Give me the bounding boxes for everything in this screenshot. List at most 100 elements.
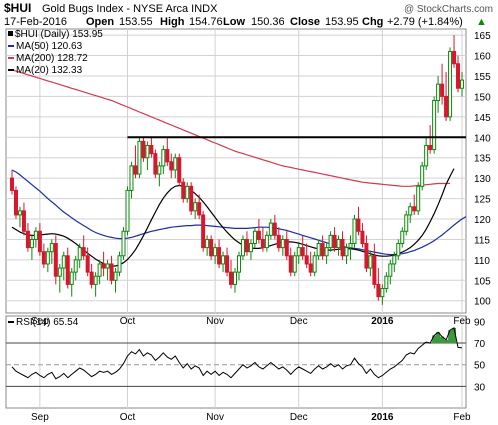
- candle: [424, 137, 429, 170]
- candle-body: [288, 255, 293, 273]
- candle: [344, 243, 349, 264]
- candle-body: [133, 165, 138, 175]
- candle: [276, 227, 281, 252]
- price-y-axis: 100 105 110 115 120 125 130 135 140 145 150 155 160 1…: [474, 31, 491, 308]
- candle: [205, 235, 210, 256]
- candle-body: [244, 238, 249, 253]
- candle: [316, 239, 321, 260]
- candle: [380, 284, 385, 305]
- candle-body: [436, 83, 441, 102]
- candle-body: [408, 206, 413, 216]
- high-label: High: [160, 16, 185, 28]
- symbol-label: $HUI: [4, 1, 31, 15]
- candle: [336, 235, 341, 256]
- candle: [225, 247, 230, 277]
- chg-up-arrow-icon: ▲: [476, 16, 487, 28]
- candle-body: [81, 247, 86, 257]
- candle: [201, 210, 206, 252]
- candle: [169, 153, 174, 179]
- candle: [452, 35, 457, 68]
- candle-body: [165, 149, 170, 163]
- candle-body: [153, 153, 158, 175]
- legend-ma200: MA(200) 128.72: [16, 53, 88, 64]
- candle: [61, 251, 66, 281]
- candle: [436, 75, 441, 113]
- rsi-legend: RSI(14) 65.54: [8, 317, 79, 328]
- candle-body: [10, 177, 14, 191]
- rsi-series: [11, 327, 463, 380]
- candle: [29, 235, 34, 260]
- candle-body: [53, 243, 58, 277]
- ma50-line: [11, 169, 467, 256]
- candle: [392, 251, 397, 273]
- candle: [65, 247, 70, 289]
- candle: [89, 263, 94, 289]
- candle: [248, 239, 253, 260]
- candle-body: [201, 214, 206, 249]
- candle-body: [185, 185, 190, 200]
- price-x-tick-label: Oct: [120, 316, 136, 327]
- candle-body: [121, 230, 126, 257]
- candle-body: [292, 255, 297, 273]
- rsi-y-tick-label: 90: [474, 317, 486, 328]
- candle: [460, 71, 464, 97]
- close-value: 153.95: [325, 16, 359, 28]
- open-label: Open: [86, 16, 114, 28]
- candle: [93, 272, 98, 297]
- candle-body: [312, 255, 317, 273]
- price-y-tick-label: 110: [474, 256, 490, 267]
- candle-body: [456, 63, 461, 89]
- candle: [161, 145, 166, 175]
- rsi-y-tick-label: 70: [474, 339, 486, 350]
- candle-body: [101, 263, 106, 269]
- candle-body: [404, 214, 409, 232]
- price-x-tick-label: Feb: [453, 316, 471, 327]
- candle: [17, 206, 22, 228]
- candle-body: [21, 210, 26, 232]
- candle: [197, 194, 202, 220]
- candle: [404, 210, 409, 236]
- price-x-tick-label: Dec: [290, 316, 308, 327]
- candle-body: [360, 230, 365, 245]
- candle-body: [25, 230, 30, 249]
- candle: [97, 259, 102, 285]
- candle-body: [213, 247, 218, 257]
- candle-body: [324, 247, 329, 257]
- candle: [45, 247, 50, 273]
- candle: [217, 239, 222, 269]
- rsi-x-tick-label: Sep: [31, 412, 49, 423]
- candle: [396, 239, 401, 260]
- candle: [288, 247, 293, 277]
- candle-body: [137, 140, 142, 175]
- candle: [57, 263, 62, 293]
- candle: [376, 268, 381, 301]
- rsi-panel: [5, 315, 467, 409]
- candle-body: [181, 181, 186, 200]
- candle-body: [89, 271, 94, 285]
- candle: [21, 202, 26, 236]
- candle-body: [280, 238, 285, 249]
- open-value: 153.55: [119, 16, 153, 28]
- candle-body: [384, 275, 389, 289]
- candle-body: [173, 157, 178, 171]
- candle: [348, 235, 353, 260]
- candle-body: [217, 247, 222, 265]
- candle: [209, 235, 214, 260]
- rsi-x-tick-label: 2016: [371, 412, 394, 423]
- rsi-x-tick-label: Oct: [120, 412, 136, 423]
- candle-body: [412, 206, 417, 212]
- candle-body: [45, 251, 50, 265]
- candle: [73, 255, 78, 281]
- rsi-x-tick-label: Dec: [290, 412, 308, 423]
- candle-body: [205, 238, 210, 249]
- candle: [157, 161, 162, 187]
- candle: [81, 235, 86, 260]
- legend-main-swatch: [8, 31, 13, 36]
- candle: [213, 243, 218, 264]
- price-legend: $HUI (Daily) 153.95 MA(50) 120.63 MA(200…: [8, 29, 103, 76]
- rsi-x-tick-label: Nov: [206, 412, 224, 423]
- candle-body: [308, 263, 313, 273]
- candle: [384, 272, 389, 293]
- candle-body: [440, 83, 445, 97]
- candle: [53, 235, 58, 285]
